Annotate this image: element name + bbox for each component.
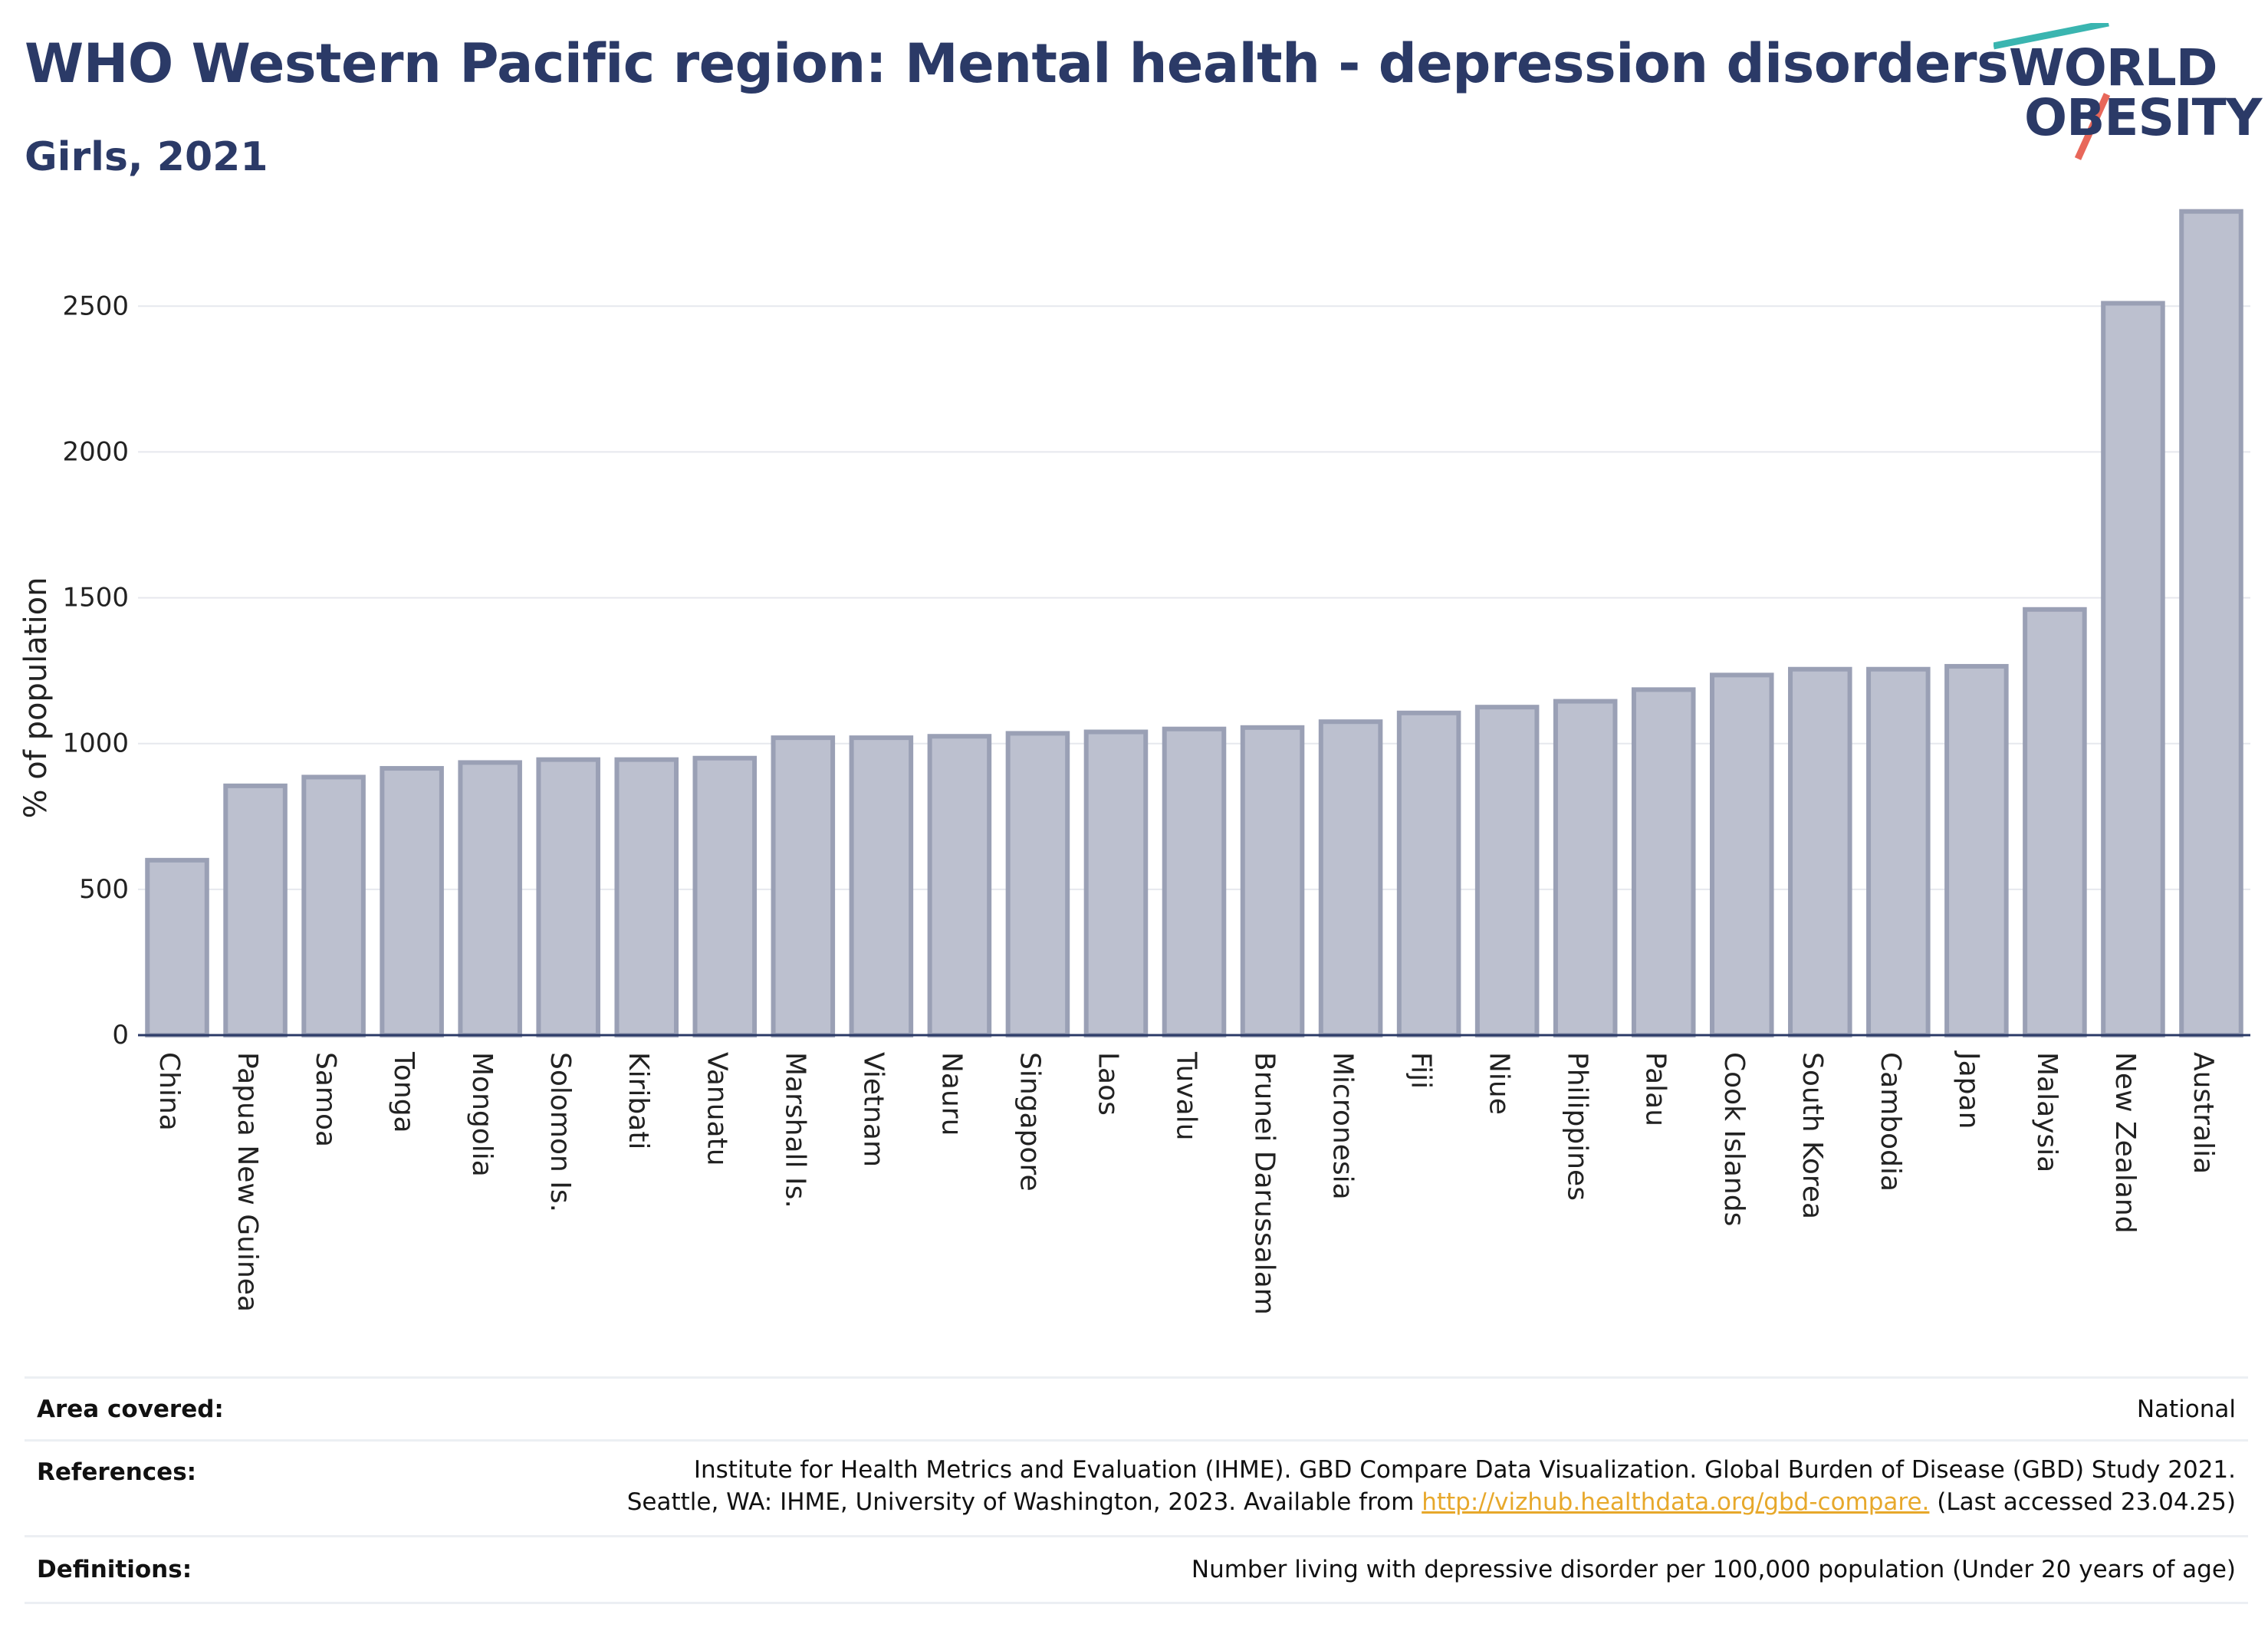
x-tick-label: South Korea xyxy=(1796,1052,1828,1219)
bar-chart: 0 500 1000 1500 2000 2500 China Papua New Guine… xyxy=(18,209,2250,1315)
world-obesity-logo: WORLD OBESITY xyxy=(1994,23,2262,161)
y-tick-label: 500 xyxy=(79,874,129,905)
bar xyxy=(1866,666,1931,1037)
y-tick-label: 1000 xyxy=(62,728,129,759)
y-tick-label: 1500 xyxy=(62,583,129,613)
x-tick-label: Vanuatu xyxy=(701,1052,732,1166)
bar xyxy=(1162,726,1227,1037)
bar xyxy=(927,734,992,1037)
x-tick-label: Cook Islands xyxy=(1718,1052,1750,1226)
bar xyxy=(1553,699,1618,1037)
x-tick-label: Malaysia xyxy=(2031,1052,2063,1172)
bar xyxy=(223,783,288,1037)
x-tick-label: Mongolia xyxy=(466,1052,498,1177)
references-line-1: Institute for Health Metrics and Evaluat… xyxy=(693,1456,2236,1484)
bar xyxy=(1240,725,1305,1037)
x-tick-label: New Zealand xyxy=(2109,1052,2141,1234)
y-tick-label: 2000 xyxy=(62,436,129,467)
x-tick-label: Papua New Guinea xyxy=(232,1052,263,1312)
x-tick-label: Brunei Darussalam xyxy=(1249,1052,1280,1315)
references-last-accessed: (Last accessed 23.04.25) xyxy=(1929,1488,2236,1516)
logo-text-world: WORLD xyxy=(2009,38,2218,97)
x-tick-label: Niue xyxy=(1484,1052,1515,1115)
bar xyxy=(1318,719,1383,1038)
bar xyxy=(614,757,679,1037)
y-axis-label: % of population xyxy=(18,577,54,819)
x-tick-label: Kiribati xyxy=(623,1052,654,1149)
definitions-value: Number living with depressive disorder p… xyxy=(1191,1556,2236,1583)
bar xyxy=(1083,729,1149,1037)
bar xyxy=(458,760,522,1038)
bar xyxy=(1788,666,1852,1037)
bar xyxy=(536,757,600,1037)
x-tick-label: Marshall Is. xyxy=(779,1052,810,1208)
x-tick-label: Cambodia xyxy=(1875,1052,1906,1192)
bar xyxy=(145,857,209,1038)
bar xyxy=(771,735,836,1037)
y-tick-label: 0 xyxy=(112,1020,129,1050)
bar xyxy=(692,755,758,1038)
x-tick-label: Singapore xyxy=(1014,1052,1045,1192)
x-tick-label: Palau xyxy=(1640,1052,1671,1126)
x-tick-label: Nauru xyxy=(935,1052,967,1136)
bar xyxy=(1709,672,1774,1037)
x-tick-label: Japan xyxy=(1953,1050,1984,1129)
references-label: References: xyxy=(37,1458,197,1486)
bar xyxy=(2179,209,2243,1038)
references-line-2: Seattle, WA: IHME, University of Washing… xyxy=(627,1486,2236,1518)
x-tick-label: Laos xyxy=(1092,1052,1123,1116)
definitions-label: Definitions: xyxy=(37,1556,192,1583)
bar xyxy=(1396,710,1461,1038)
footer-row-references: References: Institute for Health Metrics… xyxy=(25,1439,2248,1537)
x-tick-label: China xyxy=(153,1052,185,1131)
x-tick-label: Solomon Is. xyxy=(544,1052,576,1212)
area-covered-value: National xyxy=(2136,1396,2236,1423)
bar xyxy=(1944,663,2009,1037)
y-tick-label: 2500 xyxy=(62,291,129,321)
bar xyxy=(1474,705,1540,1037)
logo-text-obesity: OBESITY xyxy=(2024,88,2262,147)
bar xyxy=(2023,607,2087,1037)
x-tick-label: Vietnam xyxy=(857,1052,889,1167)
x-tick-label: Micronesia xyxy=(1327,1052,1359,1200)
bar xyxy=(301,774,366,1037)
bar xyxy=(1631,687,1696,1037)
page-subtitle: Girls, 2021 xyxy=(25,134,268,180)
bar xyxy=(849,735,914,1037)
references-line-2-text: Seattle, WA: IHME, University of Washing… xyxy=(626,1488,1422,1516)
bar xyxy=(1005,731,1070,1037)
references-link[interactable]: http://vizhub.healthdata.org/gbd-compare… xyxy=(1422,1488,1930,1516)
x-tick-label: Fiji xyxy=(1405,1052,1437,1089)
x-tick-label: Australia xyxy=(2187,1052,2219,1174)
bar xyxy=(380,766,444,1037)
logo-slash-icon xyxy=(1994,23,2111,160)
area-covered-label: Area covered: xyxy=(37,1396,224,1423)
x-tick-label: Philippines xyxy=(1562,1052,1593,1201)
x-tick-label: Tuvalu xyxy=(1171,1051,1202,1141)
x-tick-label: Tonga xyxy=(388,1051,419,1133)
x-tick-label: Samoa xyxy=(310,1052,341,1147)
footer-row-area: Area covered: National xyxy=(25,1376,2248,1442)
references-value: Institute for Health Metrics and Evaluat… xyxy=(627,1454,2236,1518)
page-title: WHO Western Pacific region: Mental healt… xyxy=(25,32,2009,95)
footer-row-definitions: Definitions: Number living with depressi… xyxy=(25,1535,2248,1604)
bar xyxy=(2101,301,2165,1037)
